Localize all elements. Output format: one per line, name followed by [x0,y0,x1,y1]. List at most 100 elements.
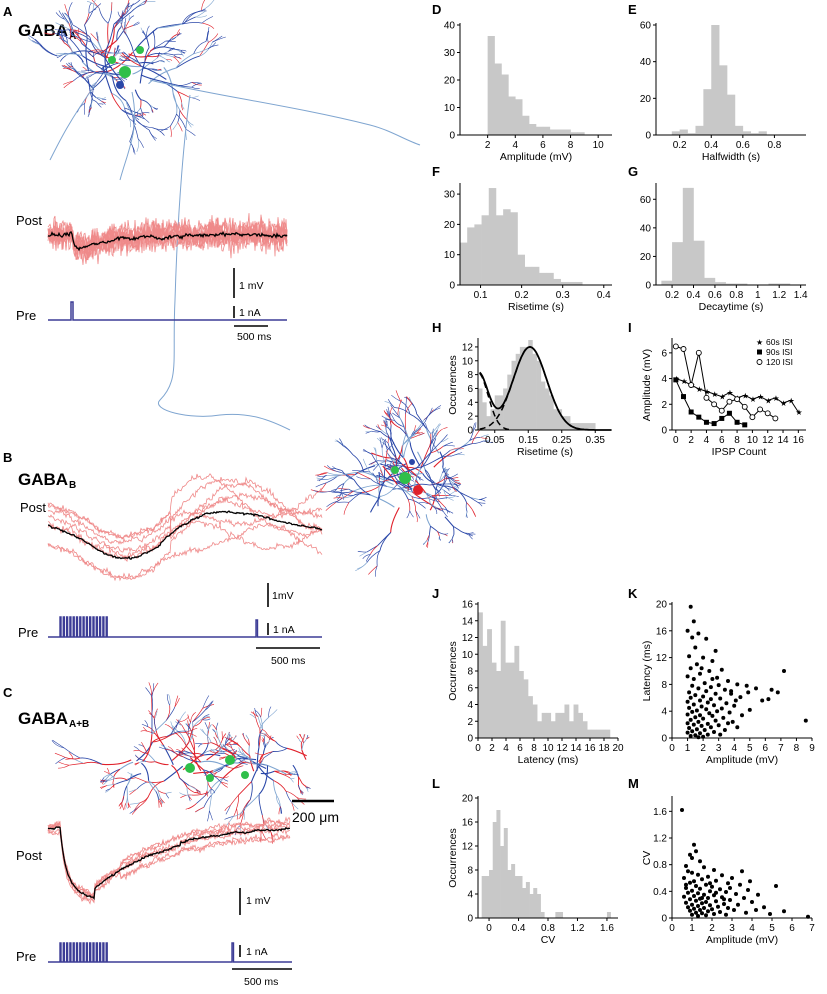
scatter-point [700,705,704,709]
scatter-point [684,883,688,887]
scatter-point [710,885,714,889]
x-tick-label: 12 [556,743,568,754]
scatter-point [696,891,700,895]
histogram-bar [526,882,530,918]
panel-g-label: G [628,164,638,179]
x-tick-label: 5 [769,923,775,934]
series-marker-square [673,377,678,382]
histogram-bar [546,273,553,285]
dendrite-segment [163,745,173,765]
scatter-point [696,904,700,908]
series-marker-star: ★ [711,390,718,399]
dendrite-segment [355,562,367,570]
dendrite-segment [448,496,456,498]
histogram-bar [505,663,510,738]
dendrite-segment [183,753,193,754]
x-tick-label: 0 [486,923,492,934]
histogram-bar [583,721,588,738]
histogram-bar [508,97,515,136]
cell-soma [391,466,399,474]
scatter-point [738,695,742,699]
dendrite-segment [444,534,448,535]
dendrite-segment [209,811,212,821]
dendrite-segment [154,719,156,730]
dendrite-segment [208,782,212,789]
histogram-bar [474,224,481,285]
scatter-point [760,699,764,703]
dendrite-segment [244,794,259,809]
y-tick-label: 20 [656,600,668,611]
x-tick-label: 2 [709,923,715,934]
scatter-point [696,720,700,724]
dendrite-segment [53,740,65,748]
dendrite-segment [357,562,367,568]
scatter-point [693,646,697,650]
scatter-point [730,876,734,880]
scatter-point [690,871,694,875]
dendrite-segment [68,2,72,15]
x-tick-label: 6 [540,140,546,151]
dendrite-segment [244,800,251,812]
x-tick-label: 18 [598,743,610,754]
scatter-point [770,688,774,692]
dendrite-segment [154,37,155,48]
dendrite-segment [202,16,213,23]
legend-marker-circle [757,360,762,365]
dendrite-segment [58,765,69,768]
scatter-point [735,725,739,729]
dendrite-segment [439,536,440,540]
scatter-point [715,676,719,680]
panel-b-title: GABA [18,470,68,489]
series-marker-square [689,410,694,415]
x-tick-label: 0.4 [704,140,718,151]
scatter-point [782,669,786,673]
histogram-bar [537,361,541,430]
scatter-point [706,733,710,737]
histogram-bar [564,130,571,136]
dendrite-segment [302,783,306,787]
dendrite-segment [190,98,200,101]
dendrite-segment [134,750,140,751]
histogram-bar [485,876,489,918]
scatter-point [695,662,699,666]
scatter-point [698,713,702,717]
scatter-point [712,868,716,872]
histogram-bar [532,267,539,285]
scatter-point [692,843,696,847]
scalebar-mv-a-label: 1 mV [239,280,264,292]
x-tick-label: 3 [716,743,722,754]
dendrite-segment [297,736,299,739]
x-axis-label: IPSP Count [712,446,767,458]
dendrite-segment [408,499,410,511]
histogram-bar [460,243,467,285]
scatter-point [721,716,725,720]
x-tick-label: 1.6 [600,923,614,934]
scatter-point [740,869,744,873]
dendrite-segment [225,805,231,811]
dendrite-segment [207,811,209,822]
dendrite-segment [338,488,349,489]
dendrite-segment [221,783,228,788]
y-tick-label: 0 [467,914,473,925]
dendrite-segment [353,455,364,472]
x-tick-label: 0.2 [673,140,687,151]
histogram-bar [541,382,545,430]
histogram-bar [524,679,529,738]
dendrite-segment [164,39,171,47]
x-axis-label: Amplitude (mV) [706,934,778,946]
scatter-point [768,912,772,916]
histogram-bar [601,730,606,738]
cell-soma [116,81,124,89]
y-tick-label: 12 [462,633,474,644]
dendrite-segment [141,108,143,113]
dendrite-segment [55,753,65,757]
dendrite-segment [137,139,139,152]
scatter-point [704,900,708,904]
dendrite-segment [246,735,249,739]
dendrite-segment [158,24,183,28]
dendrite-segment [441,438,449,442]
y-tick-label: 4 [661,707,667,718]
series-marker-circle [712,402,717,407]
x-tick-label: 4 [512,140,518,151]
dendrite-segment [380,489,393,496]
